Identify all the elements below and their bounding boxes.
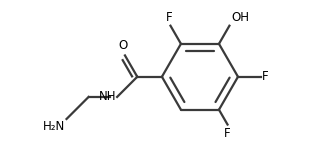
- Text: O: O: [119, 39, 128, 52]
- Text: OH: OH: [231, 11, 249, 24]
- Text: H₂N: H₂N: [42, 120, 65, 133]
- Text: F: F: [166, 11, 172, 24]
- Text: NH: NH: [99, 90, 116, 103]
- Text: F: F: [262, 70, 269, 83]
- Text: F: F: [224, 127, 231, 140]
